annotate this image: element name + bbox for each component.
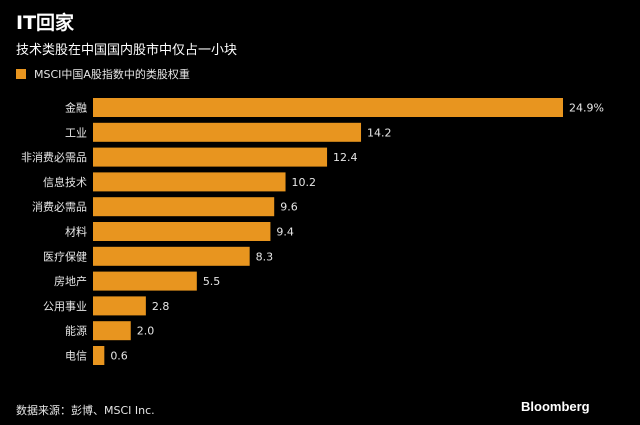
legend-label: MSCI中国A股指数中的类股权重 [34, 68, 190, 81]
bar [93, 346, 105, 365]
value-label: 24.9% [569, 102, 604, 115]
bar [93, 271, 197, 291]
bloomberg-logo: Bloomberg [521, 399, 590, 414]
bar [93, 172, 286, 192]
category-label: 医疗保健 [43, 249, 87, 263]
category-label: 金融 [65, 101, 87, 115]
bar [93, 98, 563, 117]
value-label: 2.0 [137, 325, 155, 338]
chart-subtitle: 技术类股在中国国内股市中仅占一小块 [16, 43, 238, 58]
value-label: 0.6 [110, 350, 128, 363]
bar [93, 122, 362, 142]
value-label: 14.2 [367, 126, 392, 139]
category-label: 电信 [65, 350, 87, 363]
value-label: 9.6 [280, 201, 298, 214]
value-label: 8.3 [256, 250, 274, 263]
category-label: 工业 [65, 126, 87, 139]
bar [93, 296, 146, 316]
category-label: 材料 [65, 225, 87, 239]
bar [93, 222, 271, 241]
bar [93, 321, 131, 341]
category-label: 信息技术 [43, 175, 87, 189]
legend: MSCI中国A股指数中的类股权重 [16, 66, 190, 82]
legend-swatch [16, 69, 26, 79]
bar [93, 246, 250, 266]
category-label: 非消费必需品 [21, 150, 87, 164]
category-label: 房地产 [54, 274, 87, 288]
category-label: 能源 [65, 324, 87, 338]
bar [93, 147, 328, 167]
source-note: 数据来源：彭博、MSCI Inc. [16, 404, 155, 417]
value-label: 9.4 [276, 226, 294, 239]
chart-title: IT回家 [16, 12, 75, 34]
category-label: 公用事业 [43, 300, 87, 313]
value-label: 10.2 [292, 176, 317, 189]
value-label: 12.4 [333, 151, 358, 164]
bar [93, 197, 275, 217]
category-label: 消费必需品 [32, 200, 87, 214]
value-label: 2.8 [152, 300, 170, 313]
value-label: 5.5 [203, 275, 221, 288]
